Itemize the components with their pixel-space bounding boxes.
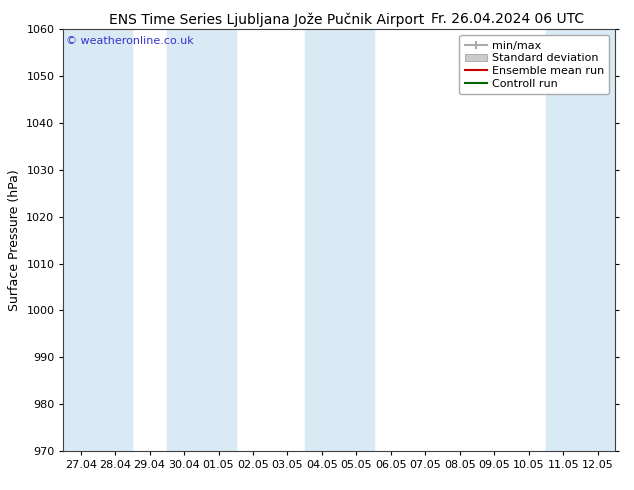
Text: ENS Time Series Ljubljana Jože Pučnik Airport: ENS Time Series Ljubljana Jože Pučnik Ai…	[108, 12, 424, 27]
Text: © weatheronline.co.uk: © weatheronline.co.uk	[66, 36, 194, 46]
Bar	[546, 29, 615, 451]
Bar	[167, 29, 236, 451]
Bar	[63, 29, 133, 451]
Bar	[305, 29, 373, 451]
Text: Fr. 26.04.2024 06 UTC: Fr. 26.04.2024 06 UTC	[430, 12, 584, 26]
Legend: min/max, Standard deviation, Ensemble mean run, Controll run: min/max, Standard deviation, Ensemble me…	[460, 35, 609, 95]
Y-axis label: Surface Pressure (hPa): Surface Pressure (hPa)	[8, 169, 21, 311]
